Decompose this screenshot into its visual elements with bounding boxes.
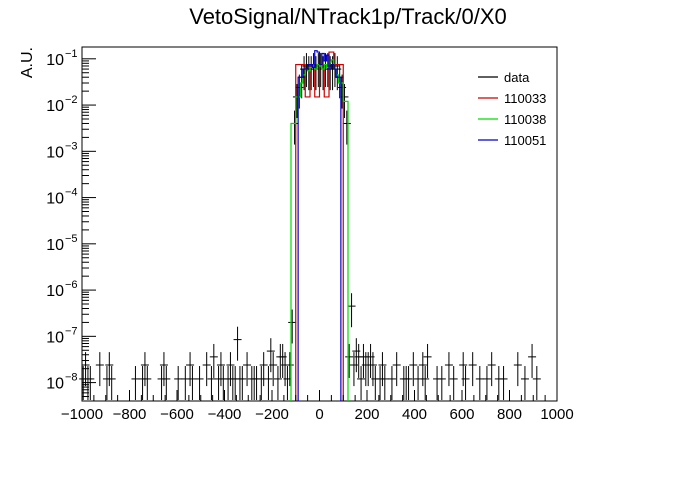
y-tick-exponent: −6 <box>65 279 78 291</box>
x-tick-label: 1000 <box>540 406 573 423</box>
histogram-110033 <box>295 51 344 401</box>
chart-title: VetoSignal/NTrack1p/Track/0/X0 <box>189 4 507 29</box>
axes-layer: −1000 −800 −600 −400 −200 0 200 400 600 800 1000 10… <box>46 48 573 423</box>
y-tick-label: 10 <box>46 144 64 161</box>
plot-frame <box>81 46 558 402</box>
series-data <box>79 53 541 401</box>
y-tick-exponent: −3 <box>65 140 78 152</box>
y-tick-label: 10 <box>46 237 64 254</box>
y-tick-exponent: −2 <box>65 94 78 106</box>
y-tick-label: 10 <box>46 52 64 69</box>
y-tick-exponent: −7 <box>65 325 78 337</box>
y-tick-label: 10 <box>46 329 64 346</box>
x-tick-label: 800 <box>497 406 522 423</box>
legend-label-110033: 110033 <box>504 91 546 106</box>
x-tick-label: −200 <box>255 406 289 423</box>
histogram-110051 <box>297 50 342 401</box>
x-tick-label: 200 <box>354 406 379 423</box>
x-tick-label: −800 <box>113 406 147 423</box>
x-tick-label: −1000 <box>61 406 103 423</box>
legend-label-110038: 110038 <box>504 112 546 127</box>
y-tick-exponent: −4 <box>65 187 78 199</box>
x-tick-label: −600 <box>160 406 194 423</box>
x-tick-label: 0 <box>315 406 323 423</box>
series-layer <box>79 50 541 401</box>
y-tick-label: 10 <box>46 376 64 393</box>
x-tick-label: 400 <box>402 406 427 423</box>
y-axis-label: A.U. <box>19 47 36 78</box>
y-tick-exponent: −8 <box>65 372 78 384</box>
y-tick-label: 10 <box>46 283 64 300</box>
y-tick-label: 10 <box>46 98 64 115</box>
legend-label-data: data <box>504 70 530 85</box>
x-tick-label: −400 <box>208 406 242 423</box>
y-tick-exponent: −1 <box>65 48 78 60</box>
legend: data 110033 110038 110051 <box>478 70 546 148</box>
legend-label-110051: 110051 <box>504 133 546 148</box>
x-tick-label: 600 <box>449 406 474 423</box>
histogram-110038 <box>290 59 349 401</box>
y-tick-label: 10 <box>46 191 64 208</box>
y-tick-exponent: −5 <box>65 233 78 245</box>
